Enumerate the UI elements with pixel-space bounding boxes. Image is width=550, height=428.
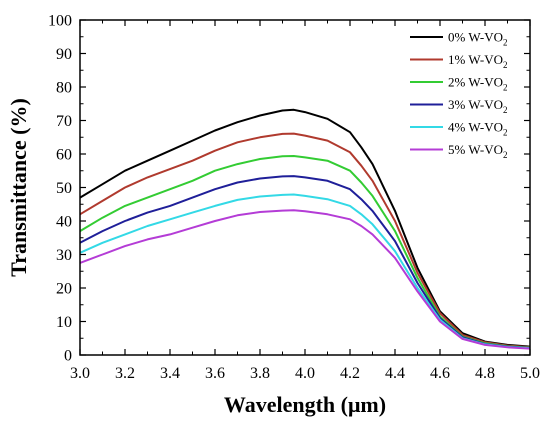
legend: 0% W-VO2 1% W-VO2 2% W-VO2 3% W-VO2 4% W-VO2… [410,30,508,160]
legend-label-3: 3% W-VO2 [448,97,508,115]
y-tick-label: 10 [56,314,72,331]
series-line-3 [79,175,531,349]
x-tick-label: 5.0 [520,365,540,382]
series-line-1 [79,132,531,349]
legend-label-0: 0% W-VO2 [448,30,508,48]
y-tick-label: 70 [56,113,72,130]
x-tick-label: 4.6 [430,365,450,382]
series-line-4 [79,193,531,350]
x-tick-label: 3.0 [70,365,90,382]
series-layer [79,108,531,350]
series-line-0 [79,108,531,348]
legend-label-2: 2% W-VO2 [448,75,508,93]
y-tick-label: 90 [56,46,72,63]
series-line-2 [79,155,531,349]
plot-frame [79,19,531,356]
y-tick-label: 20 [56,281,72,298]
x-axis-title: Wavelength (μm) [224,392,386,417]
x-tick-label: 3.8 [250,365,270,382]
x-tick-label: 4.0 [295,365,315,382]
x-tick-label: 3.4 [160,365,180,382]
y-tick-label: 30 [56,247,72,264]
y-tick-label: 40 [56,214,72,231]
x-tick-label: 4.2 [340,365,360,382]
ticks-layer: 3.0 3.2 3.4 3.6 3.8 4.0 4.2 4.4 4.6 4.8 5.0 0 10 20 30… [48,13,540,383]
series-line-5 [79,209,531,350]
y-tick-label: 0 [64,348,72,365]
legend-label-5: 5% W-VO2 [448,142,508,160]
legend-label-4: 4% W-VO2 [448,120,508,138]
y-axis-title: Transmittance (%) [6,98,31,277]
x-tick-label: 3.6 [205,365,225,382]
x-tick-label: 4.4 [385,365,405,382]
x-tick-label: 4.8 [475,365,495,382]
y-tick-label: 80 [56,80,72,97]
x-tick-label: 3.2 [115,365,135,382]
legend-label-1: 1% W-VO2 [448,52,508,70]
y-tick-label: 60 [56,147,72,164]
y-tick-label: 50 [56,180,72,197]
y-tick-label: 100 [48,13,72,30]
